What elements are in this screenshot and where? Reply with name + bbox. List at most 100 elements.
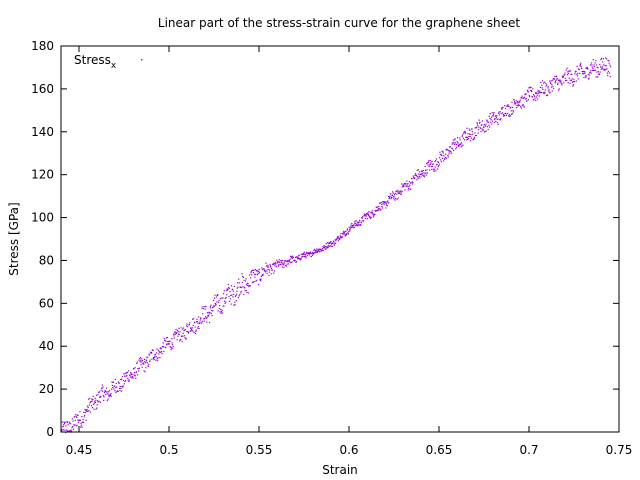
data-point xyxy=(230,285,233,287)
data-point xyxy=(496,121,499,124)
data-point xyxy=(231,294,233,296)
data-point xyxy=(521,104,523,107)
data-point xyxy=(194,326,196,328)
data-point xyxy=(159,347,161,349)
data-point xyxy=(424,172,426,174)
data-point xyxy=(440,161,442,163)
data-point xyxy=(118,387,121,389)
data-point xyxy=(392,192,394,194)
y-tick-label: 60 xyxy=(39,296,54,310)
data-point xyxy=(414,174,416,176)
data-point xyxy=(582,71,584,73)
data-point xyxy=(316,248,318,250)
data-point xyxy=(314,252,316,254)
data-point xyxy=(445,149,447,151)
data-point xyxy=(485,123,487,125)
data-point xyxy=(490,116,493,118)
data-point xyxy=(603,69,605,71)
data-point xyxy=(521,95,523,97)
data-point xyxy=(562,76,564,78)
data-point xyxy=(439,157,441,159)
data-point xyxy=(604,57,607,59)
data-point xyxy=(68,422,71,424)
data-point xyxy=(374,213,376,215)
data-point xyxy=(195,330,197,332)
data-point xyxy=(439,151,441,153)
data-point xyxy=(271,269,273,271)
data-point xyxy=(65,425,67,427)
data-point xyxy=(153,356,156,358)
data-point xyxy=(239,293,241,296)
data-point xyxy=(489,126,491,128)
data-point xyxy=(442,151,444,153)
data-point xyxy=(315,250,317,252)
data-point xyxy=(257,271,259,273)
data-point xyxy=(124,380,126,383)
data-point xyxy=(590,72,592,74)
data-point xyxy=(255,273,257,275)
data-point xyxy=(551,84,553,86)
data-point xyxy=(302,255,304,258)
data-point xyxy=(121,378,123,380)
data-point xyxy=(228,295,230,298)
data-point xyxy=(460,142,463,144)
data-point xyxy=(504,105,506,107)
data-point xyxy=(243,279,245,281)
data-point xyxy=(520,107,522,109)
data-point xyxy=(457,137,459,139)
data-point xyxy=(248,274,251,276)
data-point xyxy=(606,68,608,70)
data-point xyxy=(498,111,500,113)
data-point xyxy=(441,154,443,157)
data-point xyxy=(577,72,579,74)
data-point xyxy=(102,386,104,388)
data-point xyxy=(206,312,208,314)
data-point xyxy=(84,411,86,414)
data-point xyxy=(88,398,90,400)
data-point xyxy=(475,134,477,137)
data-point xyxy=(198,322,201,325)
data-point xyxy=(423,174,425,176)
data-point xyxy=(146,356,148,359)
data-point xyxy=(102,395,104,397)
data-point xyxy=(431,160,433,162)
data-point xyxy=(72,426,74,428)
data-point xyxy=(458,143,460,145)
data-point xyxy=(466,136,468,139)
data-point xyxy=(594,69,596,71)
data-point xyxy=(94,400,96,402)
data-point xyxy=(422,169,424,172)
data-point xyxy=(196,321,198,323)
data-point xyxy=(275,265,278,268)
data-point xyxy=(227,283,229,286)
data-point xyxy=(201,320,203,323)
data-point xyxy=(421,170,423,172)
data-point xyxy=(310,251,312,253)
data-point xyxy=(162,345,164,348)
data-point xyxy=(320,249,322,251)
data-point xyxy=(435,158,437,160)
data-point xyxy=(234,304,236,306)
data-point xyxy=(284,264,287,267)
data-point xyxy=(382,201,384,203)
data-point xyxy=(552,77,554,80)
data-point xyxy=(353,224,355,226)
data-point xyxy=(247,284,249,287)
data-point xyxy=(426,162,428,165)
data-point xyxy=(583,76,585,79)
data-point xyxy=(157,349,160,352)
data-point xyxy=(113,388,115,390)
data-point xyxy=(260,275,262,277)
data-point xyxy=(182,332,184,334)
data-point xyxy=(568,77,570,79)
data-point xyxy=(198,327,200,330)
data-point xyxy=(67,430,69,432)
data-point xyxy=(485,130,487,132)
data-point xyxy=(409,184,411,186)
data-point xyxy=(301,255,304,257)
data-point xyxy=(98,400,100,403)
data-point xyxy=(281,263,283,265)
data-point xyxy=(349,228,351,231)
data-point xyxy=(411,181,413,183)
data-point xyxy=(286,263,288,265)
